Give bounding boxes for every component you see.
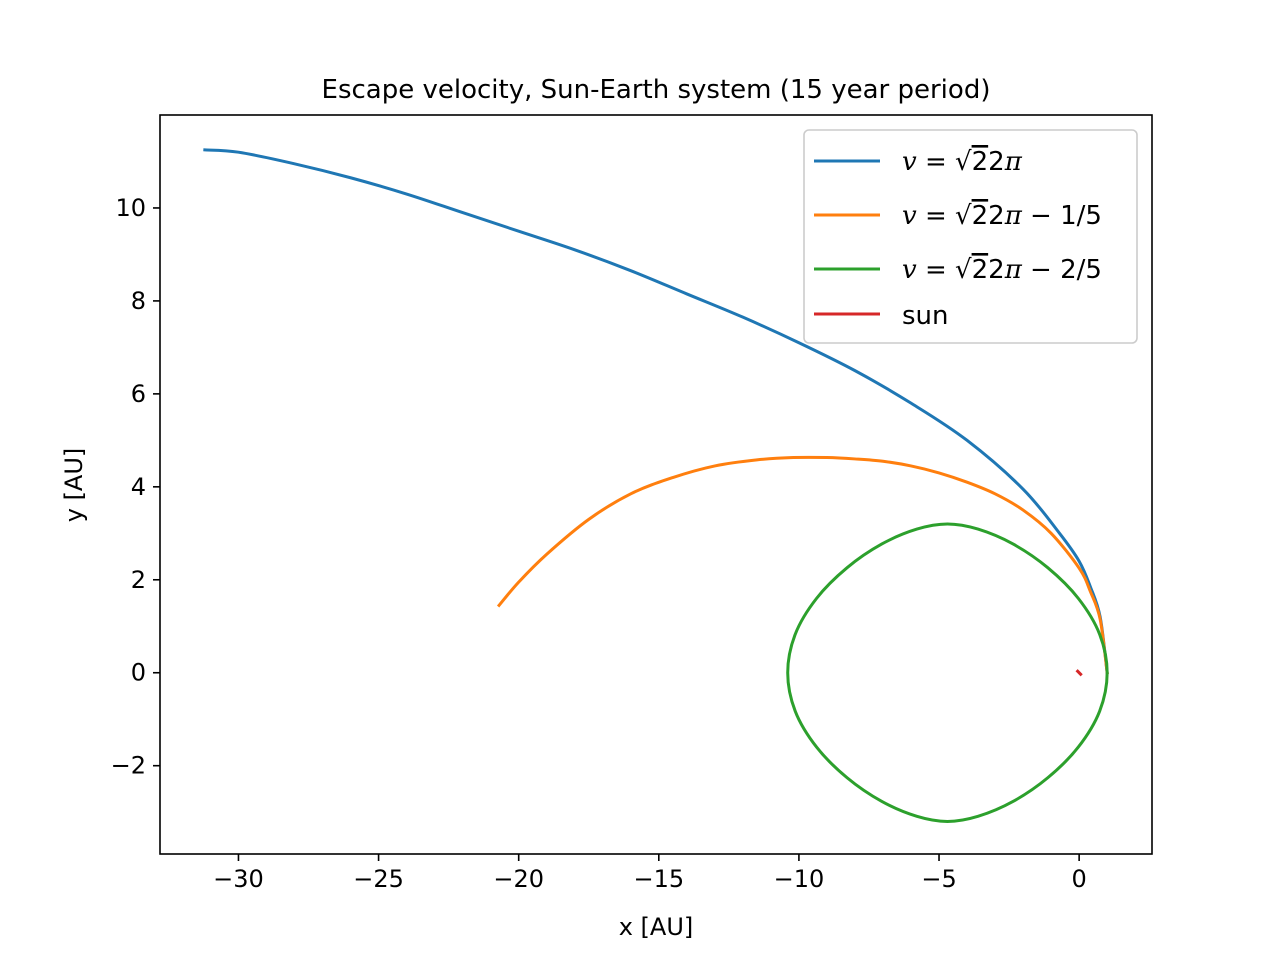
y-tick-label: 10	[115, 194, 146, 222]
x-axis: −30 −25 −20 −15 −10 −5 0	[213, 854, 1087, 893]
y-axis: −2 0 2 4 6 8 10	[111, 194, 160, 780]
x-tick-label: −10	[774, 865, 825, 893]
legend-label-series-3: v = √22π − 2/5	[902, 255, 1102, 285]
y-tick-label: 6	[131, 380, 146, 408]
y-axis-label: y [AU]	[60, 448, 88, 523]
y-tick-label: 4	[131, 473, 146, 501]
plot-area	[159, 114, 1153, 855]
x-tick-label: −15	[633, 865, 684, 893]
chart-title: Escape velocity, Sun-Earth system (15 ye…	[322, 75, 991, 105]
series-sun-marker	[1075, 669, 1083, 677]
x-tick-label: −20	[493, 865, 544, 893]
legend-label-series-1: v = √22π	[902, 147, 1023, 177]
legend-label-sun: sun	[902, 301, 949, 331]
series-line-1	[203, 148, 1109, 675]
x-tick-label: −30	[213, 865, 264, 893]
series-line-2	[496, 455, 1109, 675]
legend: v = √22π v = √22π − 1/5 v = √22π − 2/5 s…	[803, 129, 1138, 344]
y-tick-label: 0	[131, 659, 146, 687]
y-tick-label: 2	[131, 566, 146, 594]
legend-box	[803, 129, 1138, 344]
x-axis-label: x [AU]	[619, 913, 694, 941]
series-layer	[203, 148, 1109, 823]
x-tick-label: −25	[353, 865, 404, 893]
y-tick-label: 8	[131, 287, 146, 315]
plot-frame	[159, 114, 1153, 855]
x-tick-label: −5	[921, 865, 956, 893]
y-tick-label: −2	[111, 752, 146, 780]
legend-label-series-2: v = √22π − 1/5	[902, 201, 1102, 231]
series-line-3	[786, 522, 1109, 823]
x-tick-label: 0	[1072, 865, 1087, 893]
